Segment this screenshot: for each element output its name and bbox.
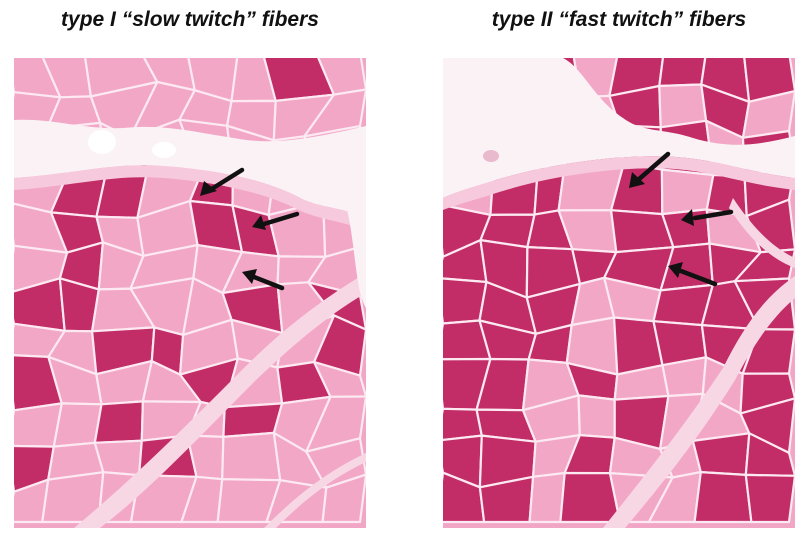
right-panel-caption: type II “fast twitch” fibers xyxy=(491,8,747,31)
light-fiber-cell xyxy=(317,58,366,96)
dark-fiber-cell xyxy=(739,372,795,415)
fast-twitch-micrograph xyxy=(443,58,795,528)
fast-twitch-tissue-image xyxy=(443,58,795,528)
slow-twitch-tissue-image xyxy=(14,58,366,528)
light-fiber-cell xyxy=(93,439,143,477)
light-fiber-cell xyxy=(221,431,282,482)
light-fiber-cell xyxy=(577,394,616,439)
light-fiber-cell xyxy=(305,437,366,489)
dark-fiber-cell xyxy=(744,432,795,477)
light-fiber-cell xyxy=(321,473,366,524)
dark-fiber-cell xyxy=(744,473,795,524)
dark-fiber-cell xyxy=(693,471,753,524)
dark-fiber-cell xyxy=(743,58,795,103)
dark-fiber-cell xyxy=(658,58,707,88)
light-fiber-cell xyxy=(528,471,566,524)
left-panel-caption: type I “slow twitch” fibers xyxy=(61,8,319,31)
slow-twitch-micrograph xyxy=(14,58,366,528)
light-fiber-cell xyxy=(313,360,366,398)
light-fiber-cell xyxy=(661,356,708,398)
dark-fiber-cell xyxy=(691,432,751,476)
light-fiber-cell xyxy=(660,168,715,216)
dark-fiber-cell xyxy=(93,400,144,444)
